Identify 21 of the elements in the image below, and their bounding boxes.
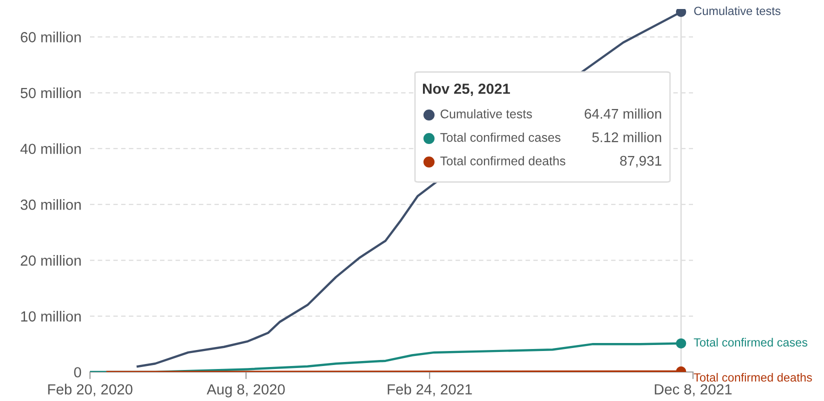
y-tick-label: 10 million <box>21 310 81 322</box>
y-tick-label: 30 million <box>20 199 81 210</box>
annotation: 64.47 million <box>584 108 662 119</box>
y-tick-label: 40 million <box>20 143 81 154</box>
y-tick-label: 20 million <box>20 255 81 266</box>
x-tick-label: Dec 8, 2021 <box>654 384 732 396</box>
x-tick-label: Aug 8, 2020 <box>206 384 285 398</box>
annotation: 5.12 million <box>592 132 662 142</box>
y-tick-label: 0 <box>74 367 82 378</box>
annotation: Nov 25, 2021 <box>422 84 510 96</box>
legend-label: Total confirmed deaths <box>440 156 566 166</box>
x-tick-label: Feb 20, 2020 <box>48 384 132 396</box>
text: Total confirmed deaths <box>694 372 812 382</box>
legend-label: Total confirmed cases <box>440 132 560 142</box>
y-tick-label: 50 million <box>20 87 81 98</box>
legend-label: Cumulative tests <box>440 109 532 118</box>
text: Cumulative tests <box>694 6 780 16</box>
text: Total confirmed cases <box>694 338 808 347</box>
x-tick-label: Feb 24, 2021 <box>388 384 472 396</box>
annotation: 87,931 <box>620 156 662 168</box>
y-tick-label: 60 million <box>20 32 81 42</box>
